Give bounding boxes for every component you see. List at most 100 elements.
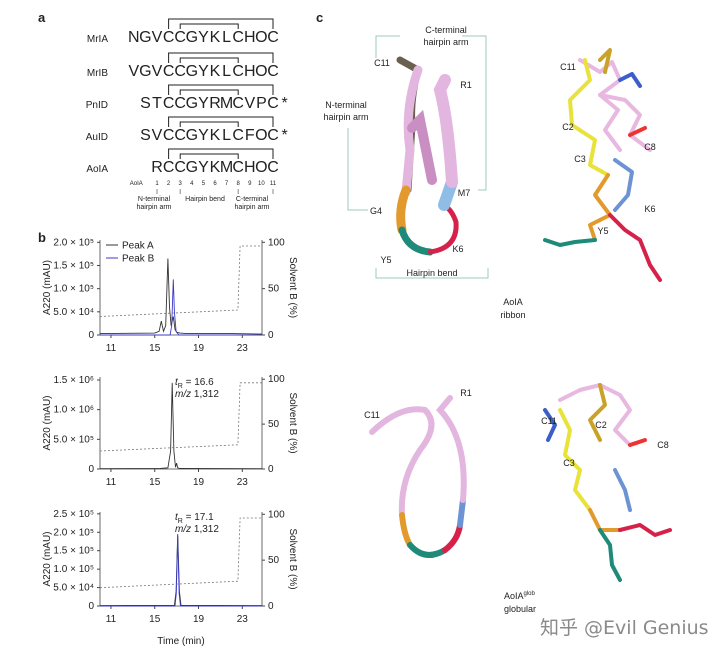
mass-symbol: m/z (175, 524, 191, 535)
position-number: 11 (270, 181, 277, 187)
trace-line (100, 535, 262, 607)
ribbon-structure (396, 56, 459, 256)
residue-letter: Y (198, 29, 209, 46)
peptide-name: AoIA (86, 164, 108, 175)
residue-letter: Y (198, 63, 209, 80)
position-number: 10 (258, 181, 265, 187)
y2-tick-label: 100 (268, 374, 285, 385)
residue-letter: C (267, 159, 279, 176)
residue-letter: G (186, 63, 198, 80)
residue-label: C11 (560, 62, 576, 72)
residue-letter: K (210, 63, 221, 80)
caption: AoIA (503, 297, 523, 307)
residue-label: R1 (460, 388, 472, 398)
peptide-name: MrIA (87, 34, 108, 45)
residue-letter: G (186, 29, 198, 46)
residue-letter: C (174, 63, 186, 80)
residue-letter: C (174, 159, 186, 176)
residue-letter: S (140, 127, 151, 144)
residue-letter: M (220, 159, 233, 176)
residue-letter: C (174, 29, 186, 46)
ribbon-structure (369, 395, 467, 558)
residue-letter: K (210, 29, 221, 46)
residue-letter: G (139, 29, 151, 46)
region-label: C-terminal (425, 25, 467, 35)
residue-letter: C (232, 63, 244, 80)
caption: globular (504, 604, 536, 614)
y-tick-label: 0 (88, 464, 94, 475)
residue-letter: H (244, 63, 256, 80)
region-label: hairpin arm (136, 204, 171, 211)
residue-letter: O (255, 29, 267, 46)
peptide-name: AuID (86, 132, 108, 143)
residue-letter: F (245, 127, 255, 144)
retention-annotation: tR = 16.6 (175, 377, 214, 390)
y-tick-label: 2.0 × 10⁵ (53, 527, 94, 538)
disulfide-bracket (168, 18, 274, 29)
region-label: hairpin arm (423, 37, 468, 47)
residue-letter: M (220, 95, 233, 112)
residue-letter: G (186, 95, 198, 112)
residue-letter: O (255, 63, 267, 80)
residue-label: C11 (374, 58, 390, 68)
mass-annotation: m/z 1,312 (175, 524, 219, 535)
x-axis-label: Time (min) (157, 636, 204, 647)
residue-letter: * (281, 95, 287, 112)
y-tick-label: 1.5 × 10⁵ (53, 260, 94, 271)
panel-label: b (38, 230, 46, 245)
region-label: Hairpin bend (406, 268, 457, 278)
residue-letter: S (140, 95, 151, 112)
stick-model (543, 383, 672, 582)
solvent-line (99, 517, 262, 589)
residue-label: K6 (644, 204, 655, 214)
residue-letter: Y (198, 95, 209, 112)
residue-letter: C (174, 95, 186, 112)
y2-tick-label: 50 (268, 284, 280, 295)
residue-letter: Y (198, 127, 209, 144)
y-tick-label: 0 (88, 330, 94, 341)
x-tick-label: 11 (106, 614, 117, 625)
residue-letter: O (255, 159, 267, 176)
caption-name: AoIA (504, 591, 524, 601)
residue-label: C8 (657, 440, 669, 450)
disulfide-bracket (168, 116, 274, 127)
residue-letter: H (244, 159, 256, 176)
region-label: hairpin arm (323, 112, 368, 122)
residue-letter: P (256, 95, 267, 112)
caption-superscript: glob (524, 591, 536, 597)
residue-letter: C (163, 63, 175, 80)
x-tick-label: 23 (237, 614, 249, 625)
position-number: 8 (237, 181, 241, 187)
residue-letter: L (222, 127, 231, 144)
x-tick-label: 19 (193, 477, 205, 488)
disulfide-bracket (179, 121, 239, 127)
x-tick-label: 23 (237, 343, 249, 354)
y2-axis-label: Solvent B (%) (287, 528, 298, 589)
residue-label: Y5 (597, 226, 608, 236)
position-number: 5 (202, 181, 206, 187)
trace-line (99, 382, 263, 470)
y-tick-label: 5.0 × 10⁴ (53, 307, 94, 318)
residue-letter: V (152, 29, 163, 46)
residue-letter: C (232, 127, 244, 144)
retention-value: = 16.6 (183, 377, 214, 388)
y-tick-label: 1.5 × 10⁶ (53, 375, 94, 386)
retention-value: = 17.1 (183, 512, 214, 523)
region-label: hairpin arm (234, 204, 269, 211)
residue-letter: R (151, 159, 163, 176)
retention-subscript: R (178, 383, 183, 390)
position-number: 3 (179, 181, 183, 187)
trace-line (99, 534, 263, 607)
residue-letter: V (152, 127, 163, 144)
mass-value: 1,312 (191, 389, 219, 400)
mass-symbol: m/z (175, 389, 191, 400)
position-number: 4 (190, 181, 194, 187)
disulfide-bracket (179, 89, 239, 95)
x-tick-label: 11 (106, 343, 117, 354)
residue-label: C2 (562, 122, 574, 132)
retention-subscript: R (178, 518, 183, 525)
trace-line (100, 279, 262, 336)
axes (99, 377, 263, 470)
residue-label: Y5 (380, 255, 391, 265)
